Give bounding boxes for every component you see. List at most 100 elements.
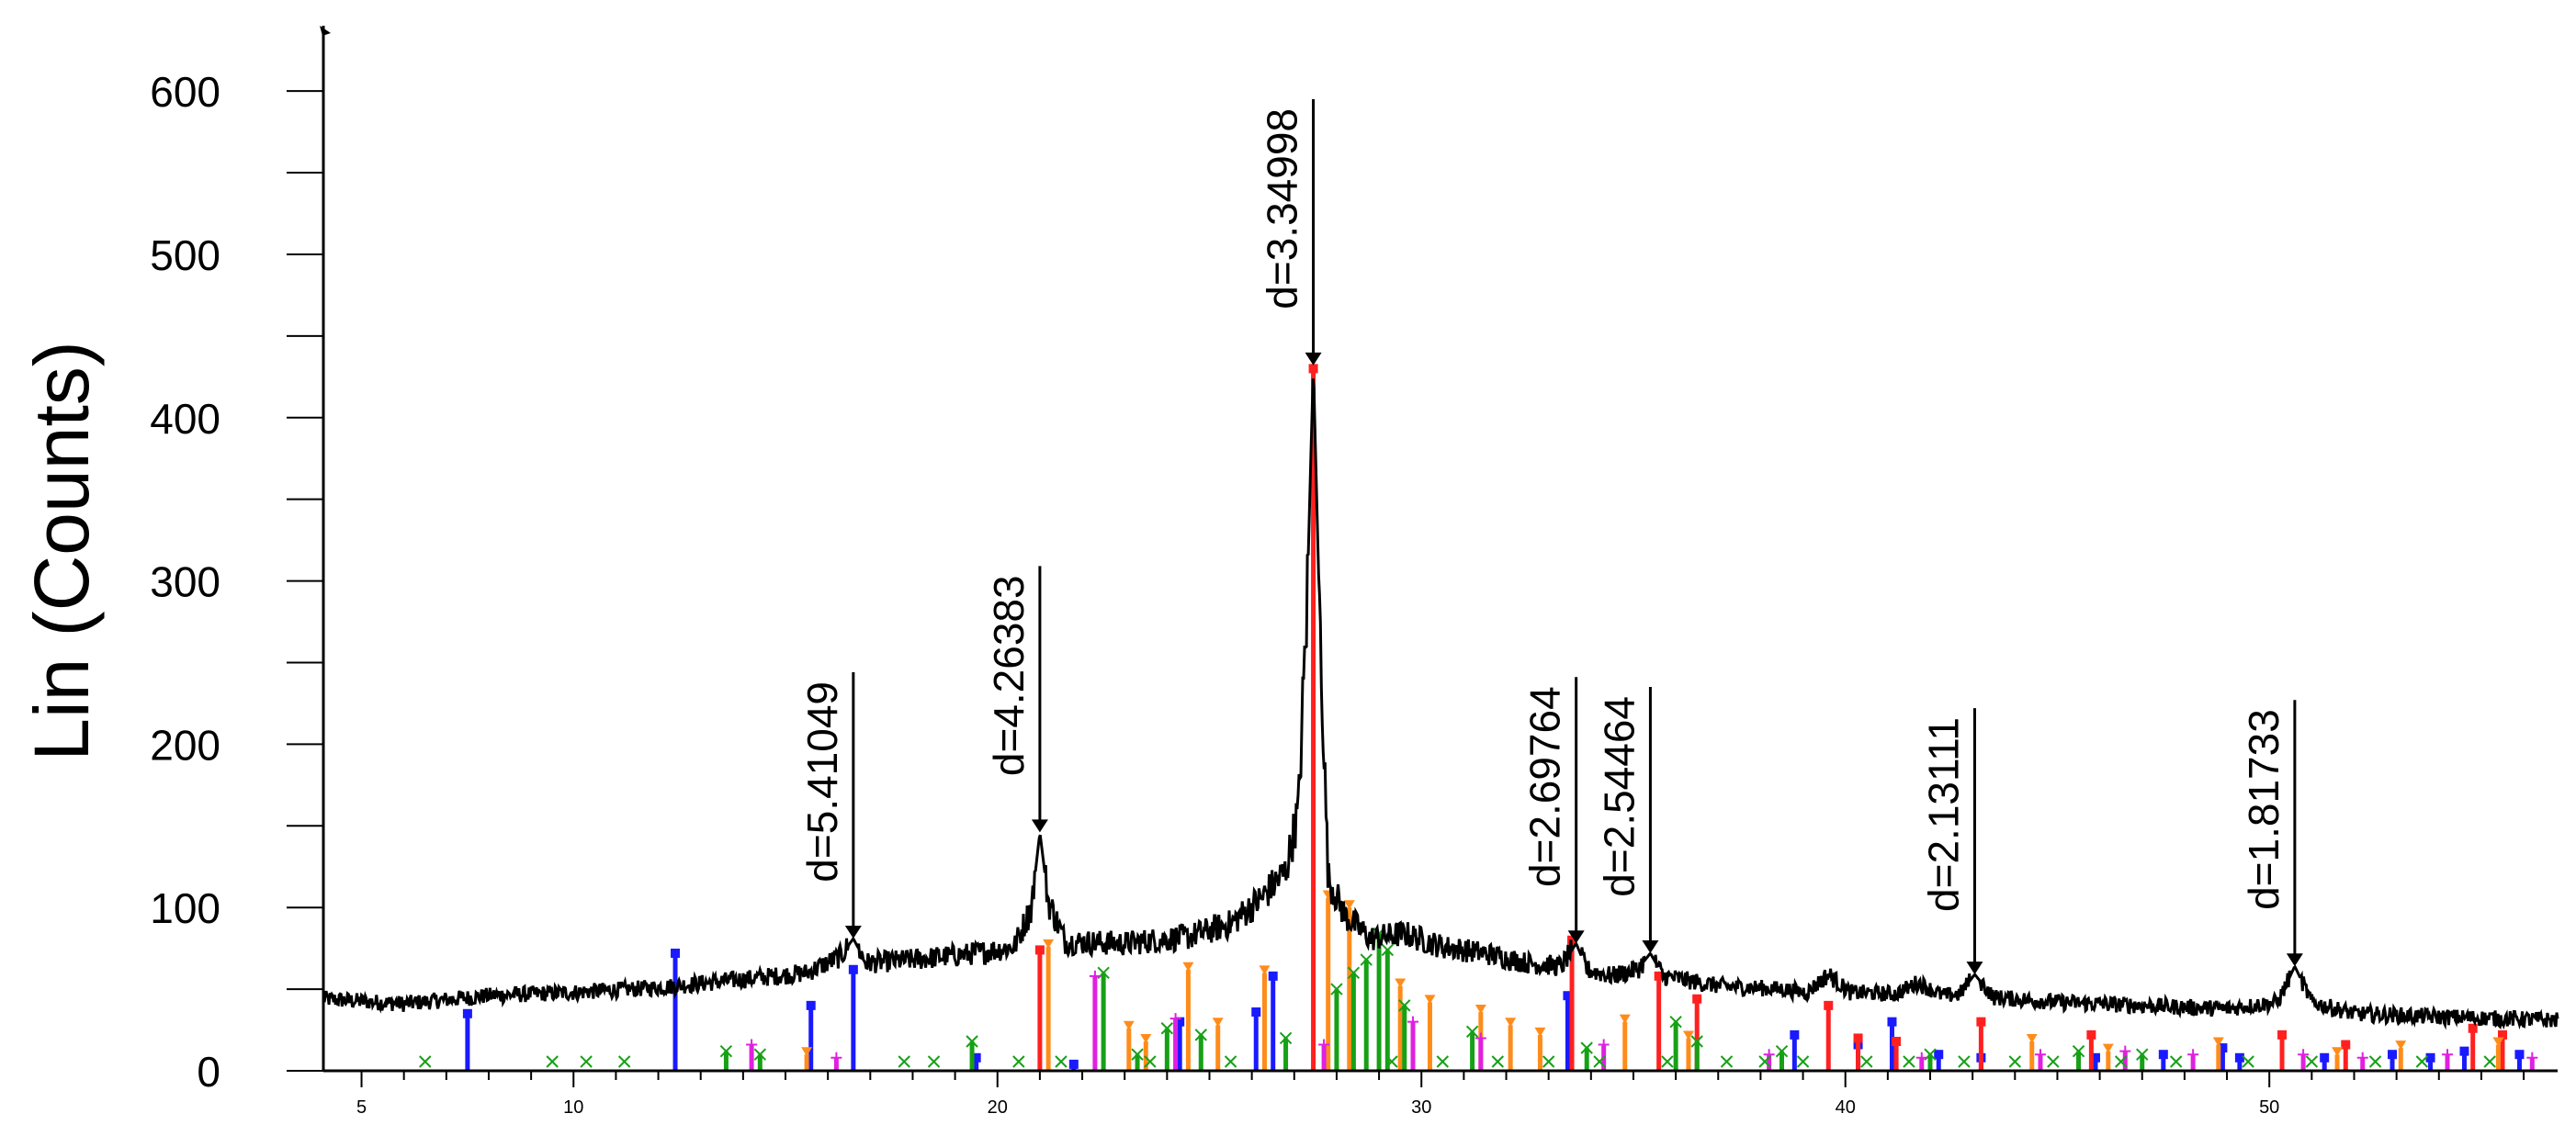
reference-plus-marker — [2356, 1052, 2368, 1063]
peak-d-spacing-label: d=4.26383 — [985, 575, 1033, 776]
reference-cross-marker — [2114, 1055, 2128, 1068]
reference-triangle-marker — [1619, 1014, 1631, 1024]
reference-triangle-marker — [1212, 1018, 1224, 1028]
reference-square-marker — [462, 1008, 472, 1018]
reference-square-marker — [1853, 1033, 1863, 1043]
reference-cross-marker — [1224, 1055, 1237, 1068]
reference-plus-marker — [1318, 1039, 1330, 1051]
reference-triangle-marker — [1182, 962, 1194, 972]
reference-plus-marker — [746, 1039, 758, 1051]
reference-cross-marker — [2368, 1055, 2382, 1068]
reference-square-marker — [1790, 1029, 1800, 1040]
reference-square-marker — [2090, 1052, 2100, 1063]
reference-cross-marker — [1580, 1041, 1593, 1054]
reference-triangle-marker — [1395, 978, 1407, 988]
reference-cross-marker — [1330, 983, 1343, 995]
reference-triangle-marker — [2492, 1037, 2504, 1047]
diffraction-pattern-line — [322, 378, 2559, 1030]
reference-triangle-marker — [2102, 1043, 2114, 1053]
reference-triangle-marker — [2026, 1033, 2038, 1043]
reference-square-marker — [2158, 1050, 2168, 1060]
reference-triangle-marker — [2212, 1037, 2224, 1047]
reference-square-marker — [1034, 945, 1045, 955]
reference-cross-marker — [1360, 953, 1373, 966]
reference-square-marker — [2514, 1050, 2525, 1060]
reference-cross-marker — [2008, 1055, 2022, 1068]
reference-cross-marker — [2483, 1055, 2496, 1068]
peak-annotation-marker — [1031, 819, 1048, 833]
peak-d-spacing-label: d=1.81733 — [2240, 709, 2288, 910]
reference-triangle-marker — [1474, 1004, 1486, 1014]
reference-plus-marker — [2442, 1049, 2454, 1061]
reference-square-marker — [1976, 1017, 1986, 1027]
reference-cross-marker — [546, 1055, 559, 1068]
reference-triangle-marker — [1123, 1020, 1135, 1030]
reference-cross-marker — [2072, 1044, 2085, 1058]
reference-triangle-marker — [1259, 965, 1271, 975]
reference-triangle-marker — [1534, 1027, 1546, 1037]
reference-cross-marker — [927, 1055, 941, 1068]
reference-cross-marker — [1385, 1055, 1398, 1068]
reference-square-marker — [1308, 364, 1318, 374]
reference-square-marker — [1824, 1000, 1834, 1010]
reference-square-marker — [2388, 1050, 2398, 1060]
peak-d-spacing-label: d=5.41049 — [798, 681, 846, 883]
reference-cross-marker — [1194, 1029, 1207, 1041]
reference-square-marker — [1068, 1059, 1079, 1069]
reference-cross-marker — [753, 1048, 767, 1061]
reference-cross-marker — [1491, 1055, 1505, 1068]
y-axis-label: Lin (Counts) — [18, 341, 105, 761]
reference-pattern-lines — [462, 364, 2538, 1071]
reference-cross-marker — [1144, 1055, 1157, 1068]
peak-d-spacing-label: d=2.69764 — [1521, 686, 1569, 887]
reference-square-marker — [1563, 991, 1573, 1001]
peak-annotation-marker — [2286, 953, 2303, 967]
reference-triangle-marker — [1140, 1033, 1152, 1043]
reference-square-marker — [2341, 1040, 2351, 1050]
x-tick-label: 30 — [1411, 1097, 1431, 1118]
y-tick-label: 0 — [197, 1048, 220, 1096]
reference-cross-markers — [419, 1055, 2496, 1068]
peak-annotation-marker — [1567, 930, 1585, 944]
reference-square-marker — [2277, 1029, 2288, 1040]
reference-plus-marker — [830, 1052, 842, 1063]
reference-cross-marker — [1860, 1055, 1873, 1068]
reference-square-marker — [671, 948, 681, 958]
peak-d-spacing-label: d=3.34998 — [1259, 108, 1306, 309]
reference-cross-marker — [580, 1055, 593, 1068]
reference-square-marker — [2459, 1046, 2469, 1056]
reference-cross-marker — [1661, 1055, 1674, 1068]
reference-triangle-marker — [1682, 1030, 1694, 1040]
y-tick-label: 300 — [150, 558, 220, 606]
reference-triangle-marker — [2332, 1047, 2344, 1057]
reference-square-marker — [1692, 994, 1702, 1004]
x-tick-label: 5 — [356, 1097, 367, 1118]
reference-cross-marker — [2136, 1048, 2149, 1061]
peak-annotation-marker — [1305, 352, 1322, 366]
reference-plus-marker — [1169, 1013, 1181, 1025]
reference-plus-marker — [1474, 1032, 1486, 1044]
y-axis-arrow — [320, 26, 331, 36]
reference-square-marker — [1251, 1007, 1261, 1017]
y-tick-label: 600 — [150, 68, 220, 116]
peak-d-spacing-label: d=2.54464 — [1595, 696, 1643, 897]
reference-triangle-marker — [2395, 1040, 2407, 1051]
reference-cross-marker — [719, 1044, 733, 1058]
reference-cross-marker — [898, 1055, 910, 1068]
reference-square-marker — [848, 964, 858, 974]
reference-cross-marker — [1958, 1055, 1971, 1068]
reference-square-marker — [2320, 1052, 2330, 1063]
reference-cross-marker — [1012, 1055, 1025, 1068]
reference-cross-marker — [2169, 1055, 2183, 1068]
reference-plus-marker — [2187, 1049, 2199, 1061]
reference-triangle-marker — [1043, 939, 1055, 949]
reference-plus-marker — [1598, 1039, 1610, 1051]
reference-square-marker — [1934, 1050, 1944, 1060]
reference-cross-marker — [1055, 1055, 1068, 1068]
reference-cross-marker — [2242, 1055, 2254, 1068]
reference-square-marker — [1268, 971, 1278, 981]
reference-square-marker — [2234, 1052, 2244, 1063]
reference-cross-marker — [1720, 1055, 1734, 1068]
peak-annotation-marker — [1966, 962, 1983, 975]
